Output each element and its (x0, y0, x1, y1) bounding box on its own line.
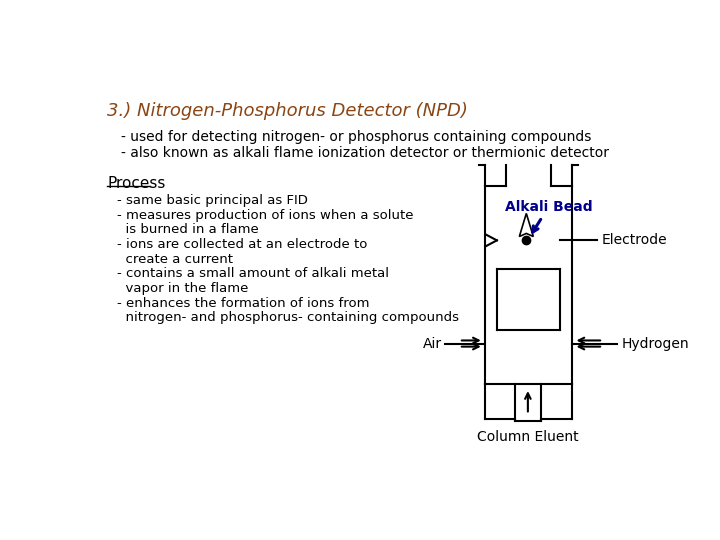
Text: Hydrogen: Hydrogen (621, 336, 689, 350)
Text: Column Eluent: Column Eluent (477, 430, 579, 444)
Text: 3.) Nitrogen-Phosphorus Detector (NPD): 3.) Nitrogen-Phosphorus Detector (NPD) (107, 102, 468, 120)
Text: is burned in a flame: is burned in a flame (117, 224, 259, 237)
Text: - ions are collected at an electrode to: - ions are collected at an electrode to (117, 238, 367, 251)
Text: Air: Air (423, 336, 442, 350)
Text: Electrode: Electrode (601, 233, 667, 247)
Text: vapor in the flame: vapor in the flame (117, 282, 248, 295)
Text: create a current: create a current (117, 253, 233, 266)
Text: - contains a small amount of alkali metal: - contains a small amount of alkali meta… (117, 267, 389, 280)
Text: - enhances the formation of ions from: - enhances the formation of ions from (117, 296, 369, 309)
Text: - also known as alkali flame ionization detector or thermionic detector: - also known as alkali flame ionization … (121, 146, 609, 160)
Text: Alkali Bead: Alkali Bead (505, 200, 593, 232)
Text: - same basic principal as FID: - same basic principal as FID (117, 194, 308, 207)
Text: nitrogen- and phosphorus- containing compounds: nitrogen- and phosphorus- containing com… (117, 311, 459, 324)
Text: - used for detecting nitrogen- or phosphorus containing compounds: - used for detecting nitrogen- or phosph… (121, 130, 591, 144)
Text: Process: Process (107, 177, 166, 192)
Text: - measures production of ions when a solute: - measures production of ions when a sol… (117, 209, 413, 222)
